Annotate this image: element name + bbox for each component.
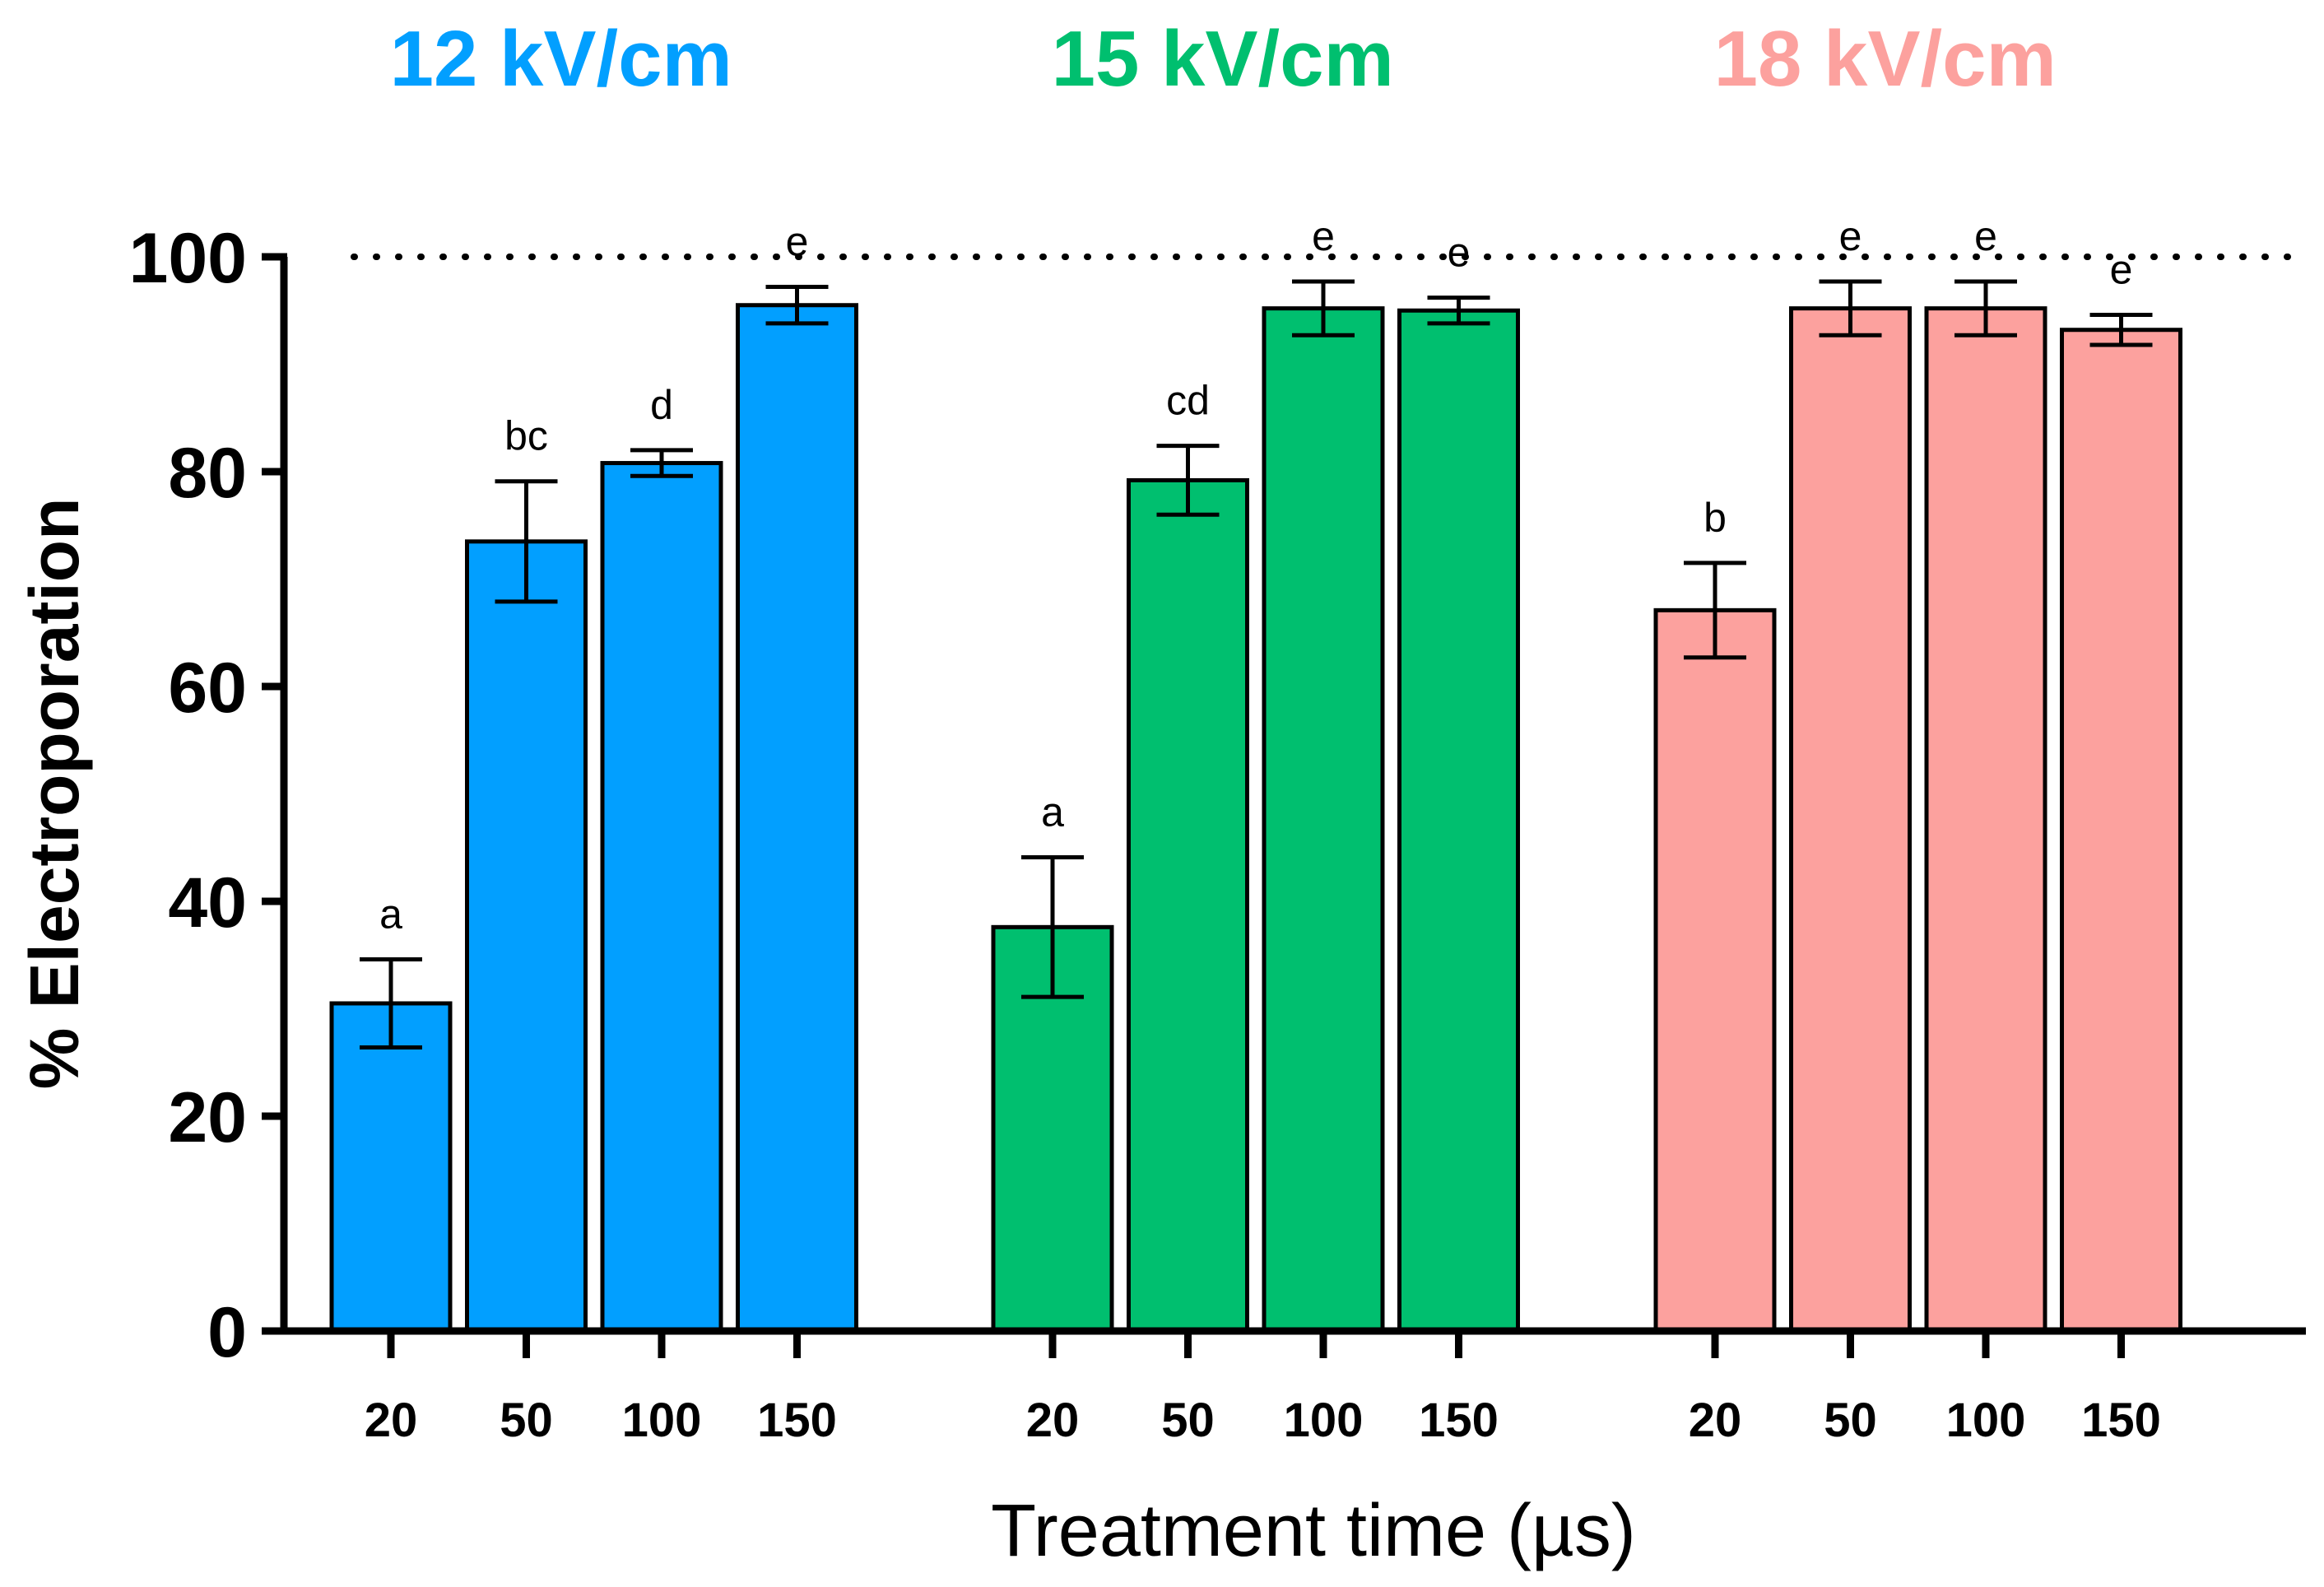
- significance-label-18kv-150us: e: [2110, 246, 2133, 292]
- bar-15kv-150us: [1397, 308, 1520, 1333]
- y-tick-label-60: 60: [168, 649, 247, 728]
- group-title-15kv: 15 kV/cm: [1052, 15, 1394, 103]
- significance-label-18kv-100us: e: [1974, 213, 1997, 259]
- x-tick-label-15kv-20: 20: [1026, 1394, 1080, 1447]
- y-axis-title: % Electroporation: [16, 498, 93, 1090]
- y-tick-label-100: 100: [129, 219, 248, 298]
- y-tick-label-80: 80: [168, 434, 247, 513]
- significance-label-15kv-20us: a: [1041, 789, 1064, 835]
- group-title-12kv: 12 kV/cm: [390, 15, 732, 103]
- significance-label-12kv-150us: e: [786, 219, 809, 265]
- bar-15kv-100us: [1262, 306, 1385, 1333]
- bar-12kv-50us: [465, 539, 588, 1333]
- significance-label-12kv-100us: d: [650, 382, 673, 428]
- x-tick-label-18kv-50: 50: [1824, 1394, 1877, 1447]
- x-tick-label-15kv-50: 50: [1161, 1394, 1215, 1447]
- bar-18kv-20us: [1653, 607, 1777, 1333]
- x-tick-label-18kv-20: 20: [1689, 1394, 1742, 1447]
- x-tick-label-12kv-150: 150: [757, 1394, 837, 1447]
- bar-18kv-50us: [1789, 306, 1912, 1333]
- y-tick-label-40: 40: [168, 863, 247, 942]
- group-titles-layer: 12 kV/cm 15 kV/cm 18 kV/cm: [390, 15, 2057, 103]
- significance-label-12kv-50us: bc: [504, 413, 548, 459]
- bar-12kv-150us: [736, 303, 858, 1333]
- significance-label-12kv-20us: a: [379, 891, 402, 937]
- group-title-18kv: 18 kV/cm: [1714, 15, 2057, 103]
- y-ticks-layer: 0 20 40 60 80 100: [129, 219, 287, 1372]
- significance-label-18kv-50us: e: [1839, 213, 1862, 259]
- significance-label-18kv-20us: b: [1703, 495, 1727, 541]
- bars-layer: a bc d e a cd e e b e e e: [329, 213, 2182, 1333]
- x-tick-label-18kv-150: 150: [2081, 1394, 2161, 1447]
- x-axis-title: Treatment time (µs): [991, 1490, 1636, 1572]
- bar-18kv-150us: [2060, 328, 2182, 1333]
- x-tick-label-12kv-50: 50: [500, 1394, 553, 1447]
- bar-15kv-50us: [1127, 477, 1249, 1333]
- x-tick-label-15kv-150: 150: [1419, 1394, 1499, 1447]
- x-tick-label-15kv-100: 100: [1284, 1394, 1364, 1447]
- y-tick-label-0: 0: [207, 1293, 247, 1372]
- significance-label-15kv-150us: e: [1448, 230, 1471, 276]
- y-tick-label-20: 20: [168, 1078, 247, 1157]
- bar-12kv-100us: [600, 461, 723, 1333]
- axes-layer: [280, 257, 2306, 1335]
- bar-12kv-20us: [329, 1001, 453, 1333]
- bar-18kv-100us: [1924, 306, 2047, 1333]
- significance-label-15kv-100us: e: [1312, 213, 1335, 259]
- significance-label-15kv-50us: cd: [1166, 378, 1210, 424]
- x-tick-label-12kv-20: 20: [365, 1394, 418, 1447]
- x-tick-label-18kv-100: 100: [1946, 1394, 2026, 1447]
- x-ticks-layer: 20 50 100 150 20 50 100 150 20 50 100 150: [365, 1331, 2161, 1447]
- x-tick-label-12kv-100: 100: [622, 1394, 702, 1447]
